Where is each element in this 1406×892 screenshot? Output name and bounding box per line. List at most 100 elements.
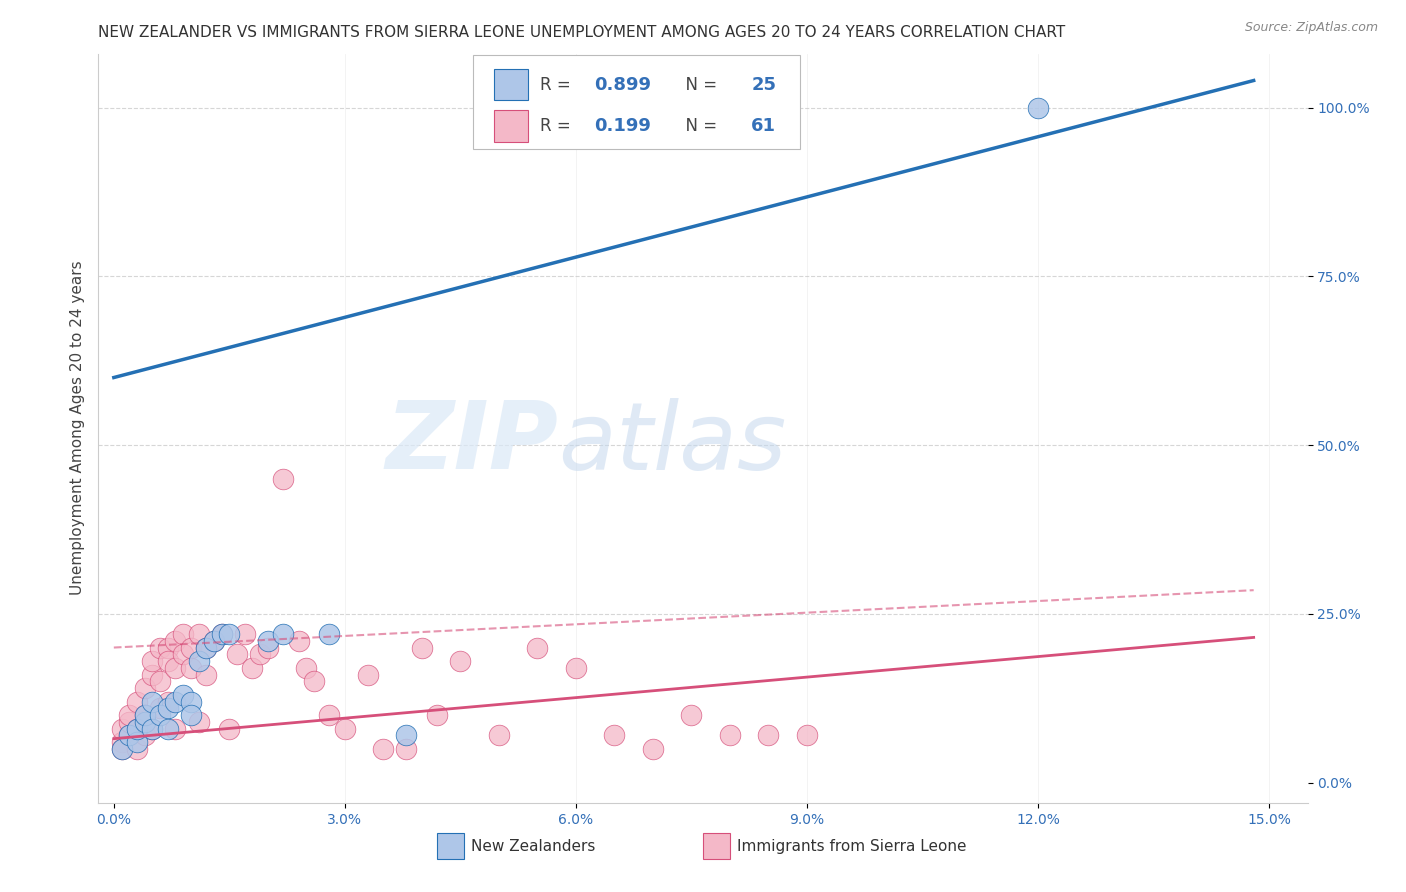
Bar: [437, 833, 464, 859]
Point: [357, 667, 380, 681]
Point: [118, 714, 141, 729]
Point: [118, 728, 141, 742]
Point: [125, 722, 148, 736]
Point: [271, 472, 294, 486]
Point: [302, 674, 325, 689]
Point: [149, 674, 172, 689]
Text: ZIP: ZIP: [385, 397, 558, 489]
Point: [134, 708, 156, 723]
Point: [149, 640, 172, 655]
Point: [187, 654, 209, 668]
Text: R =: R =: [540, 117, 576, 135]
Point: [110, 741, 132, 756]
Point: [202, 633, 225, 648]
Text: 0.899: 0.899: [595, 76, 651, 94]
Point: [318, 708, 340, 723]
Point: [395, 728, 418, 742]
Point: [141, 654, 163, 668]
Point: [110, 722, 132, 736]
Point: [165, 633, 187, 648]
Point: [165, 694, 187, 708]
Point: [287, 633, 309, 648]
Text: 0.199: 0.199: [595, 117, 651, 135]
Point: [226, 648, 249, 662]
Point: [187, 714, 209, 729]
FancyBboxPatch shape: [474, 55, 800, 149]
Point: [125, 735, 148, 749]
Point: [257, 633, 280, 648]
Point: [202, 633, 225, 648]
Point: [141, 667, 163, 681]
Point: [373, 741, 395, 756]
Point: [718, 728, 741, 742]
Point: [426, 708, 449, 723]
Point: [526, 640, 548, 655]
Bar: [703, 833, 730, 859]
Point: [333, 722, 356, 736]
Point: [681, 708, 703, 723]
Point: [134, 728, 156, 742]
Point: [180, 708, 202, 723]
Text: 25: 25: [751, 76, 776, 94]
Point: [641, 741, 664, 756]
Point: [449, 654, 471, 668]
Text: 61: 61: [751, 117, 776, 135]
Point: [242, 661, 264, 675]
Point: [195, 640, 218, 655]
Point: [156, 701, 179, 715]
Point: [565, 661, 588, 675]
Point: [411, 640, 433, 655]
Point: [180, 694, 202, 708]
Point: [195, 667, 218, 681]
Point: [172, 648, 194, 662]
Point: [118, 708, 141, 723]
Text: N =: N =: [675, 117, 723, 135]
Bar: [494, 111, 527, 142]
Point: [172, 627, 194, 641]
Text: R =: R =: [540, 76, 576, 94]
Point: [125, 741, 148, 756]
Point: [195, 640, 218, 655]
Point: [156, 722, 179, 736]
Point: [218, 627, 240, 641]
Text: N =: N =: [675, 76, 723, 94]
Text: Immigrants from Sierra Leone: Immigrants from Sierra Leone: [737, 838, 966, 854]
Point: [125, 722, 148, 736]
Point: [149, 701, 172, 715]
Point: [211, 627, 233, 641]
Point: [165, 722, 187, 736]
Point: [156, 654, 179, 668]
Text: NEW ZEALANDER VS IMMIGRANTS FROM SIERRA LEONE UNEMPLOYMENT AMONG AGES 20 TO 24 Y: NEW ZEALANDER VS IMMIGRANTS FROM SIERRA …: [98, 25, 1066, 40]
Point: [141, 722, 163, 736]
Point: [141, 694, 163, 708]
Point: [218, 722, 240, 736]
Point: [488, 728, 510, 742]
Text: Source: ZipAtlas.com: Source: ZipAtlas.com: [1244, 21, 1378, 34]
Point: [318, 627, 340, 641]
Point: [1026, 101, 1049, 115]
Point: [165, 661, 187, 675]
Point: [271, 627, 294, 641]
Point: [295, 661, 318, 675]
Point: [149, 708, 172, 723]
Point: [395, 741, 418, 756]
Point: [233, 627, 256, 641]
Bar: [494, 69, 527, 101]
Point: [134, 714, 156, 729]
Point: [172, 688, 194, 702]
Text: atlas: atlas: [558, 398, 786, 489]
Y-axis label: Unemployment Among Ages 20 to 24 years: Unemployment Among Ages 20 to 24 years: [69, 260, 84, 596]
Point: [134, 708, 156, 723]
Point: [110, 741, 132, 756]
Point: [110, 735, 132, 749]
Point: [758, 728, 780, 742]
Point: [257, 640, 280, 655]
Point: [249, 648, 271, 662]
Point: [796, 728, 818, 742]
Point: [180, 661, 202, 675]
Point: [187, 627, 209, 641]
Point: [211, 627, 233, 641]
Point: [118, 728, 141, 742]
Point: [141, 722, 163, 736]
Point: [603, 728, 626, 742]
